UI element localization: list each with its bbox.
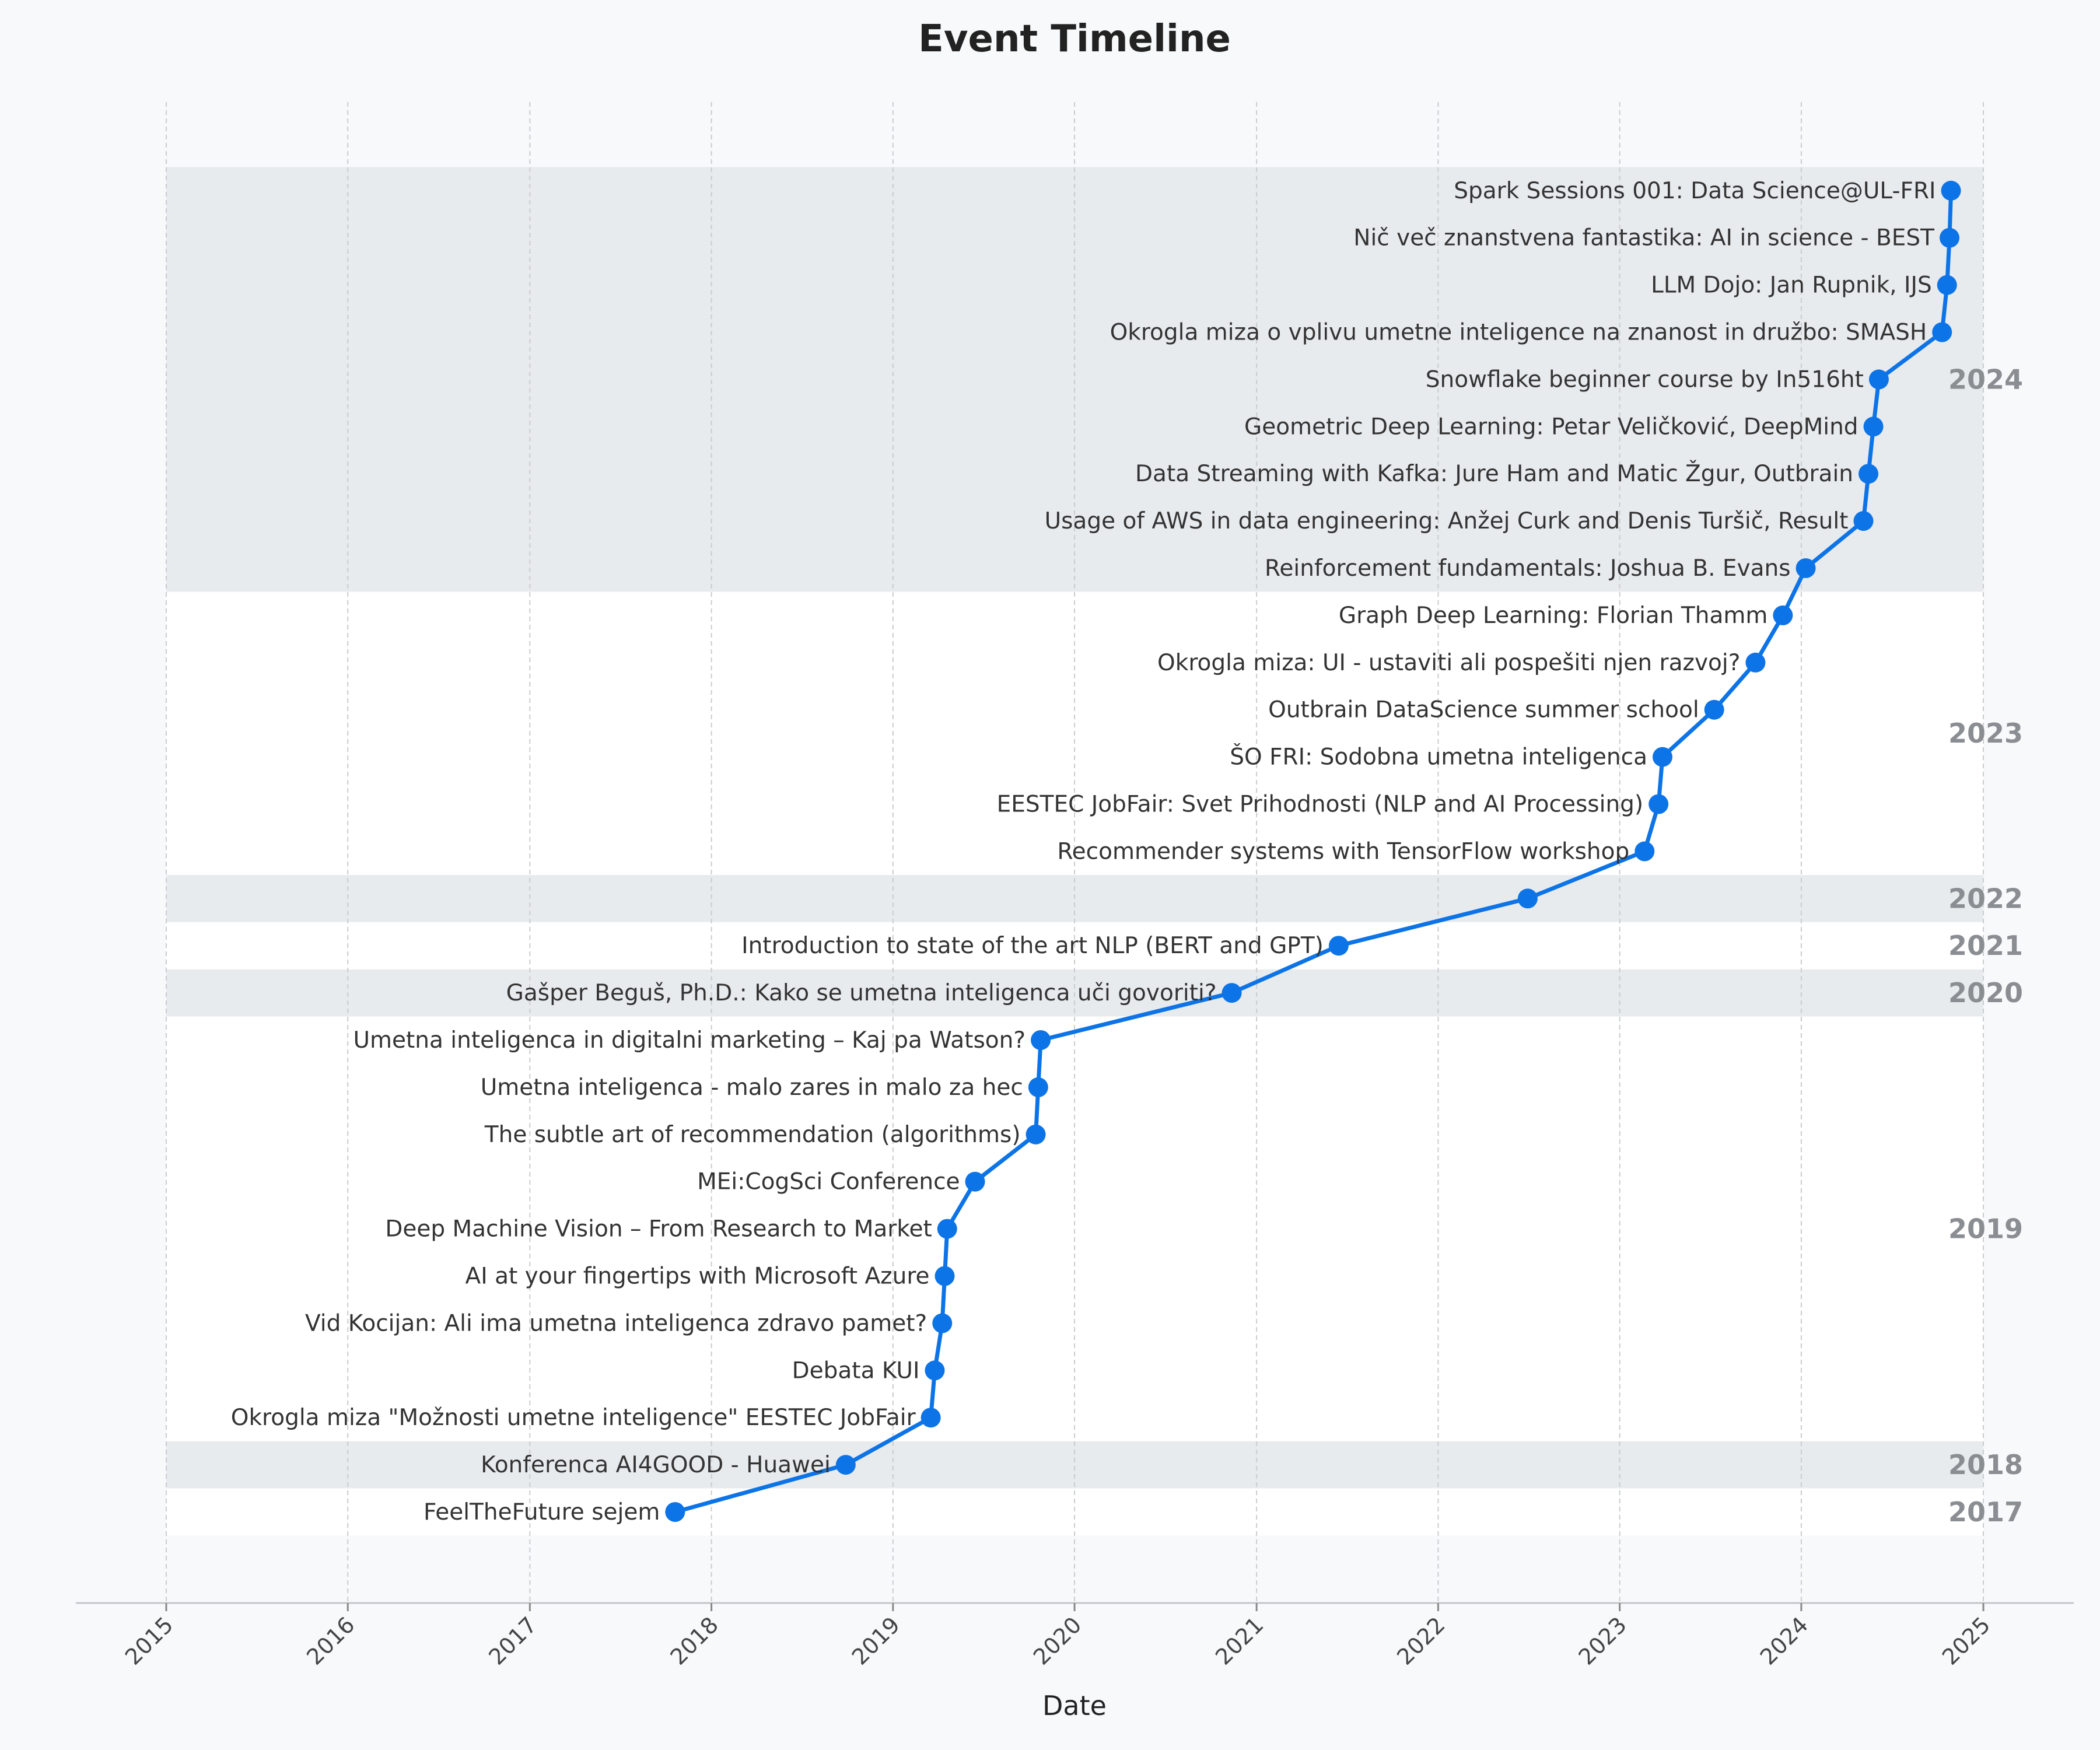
event-point	[1328, 936, 1349, 956]
year-band-2018	[166, 1441, 1983, 1489]
event-label: Outbrain DataScience summer school	[1268, 697, 1699, 723]
event-point	[835, 1455, 856, 1475]
event-label: Reinforcement fundamentals: Joshua B. Ev…	[1265, 555, 1791, 582]
event-label: Snowflake beginner course by In516ht	[1426, 366, 1864, 393]
event-point	[1652, 747, 1672, 767]
event-point	[1937, 275, 1957, 295]
event-label: Geometric Deep Learning: Petar Veličkovi…	[1244, 414, 1859, 440]
event-label: Okrogla miza: UI - ustaviti ali pospešit…	[1157, 650, 1740, 676]
event-label: Graph Deep Learning: Florian Thamm	[1339, 603, 1768, 629]
event-label: Usage of AWS in data engineering: Anžej …	[1045, 508, 1849, 534]
chart-title: Event Timeline	[918, 18, 1231, 61]
event-label: Introduction to state of the art NLP (BE…	[741, 933, 1324, 959]
event-point	[1026, 1124, 1046, 1144]
year-label-2018: 2018	[1948, 1449, 2023, 1480]
event-label: Spark Sessions 001: Data Science@UL-FRI	[1454, 178, 1936, 204]
event-label: The subtle art of recommendation (algori…	[484, 1122, 1021, 1148]
event-label: Data Streaming with Kafka: Jure Ham and …	[1135, 460, 1853, 487]
event-label: EESTEC JobFair: Svet Prihodnosti (NLP an…	[997, 792, 1644, 818]
year-label-2017: 2017	[1948, 1496, 2023, 1528]
grid	[166, 102, 1984, 1603]
year-label-2020: 2020	[1948, 977, 2023, 1009]
event-point	[1940, 228, 1960, 248]
event-point	[1745, 652, 1766, 673]
event-point	[1222, 983, 1242, 1003]
event-label: Vid Kocijan: Ali ima umetna inteligenca …	[305, 1310, 927, 1336]
event-point	[1773, 605, 1793, 625]
event-point	[1941, 180, 1961, 201]
event-point	[1704, 699, 1724, 720]
year-labels: 2017 2018 2019 2020 2021 2022 2023 2024	[1948, 363, 2023, 1528]
event-point	[932, 1313, 953, 1334]
event-labels: FeelTheFuture sejem Konferenca AI4GOOD - …	[231, 178, 1936, 1525]
event-label: Umetna inteligenca in digitalni marketin…	[353, 1027, 1026, 1054]
event-point	[1863, 416, 1884, 437]
year-label-2023: 2023	[1948, 718, 2023, 749]
year-label-2024: 2024	[1948, 363, 2023, 395]
event-point	[1859, 464, 1879, 484]
event-label: Gašper Beguš, Ph.D.: Kako se umetna inte…	[506, 980, 1217, 1006]
event-label: Recommender systems with TensorFlow work…	[1057, 838, 1629, 864]
year-label-2021: 2021	[1948, 930, 2023, 961]
event-point	[1796, 558, 1816, 578]
event-label: LLM Dojo: Jan Rupnik, IJS	[1651, 272, 1932, 299]
event-label: Konferenca AI4GOOD - Huawei	[481, 1452, 831, 1478]
event-label: Nič več znanstvena fantastika: AI in sci…	[1353, 225, 1934, 251]
event-point	[1648, 794, 1669, 814]
event-label: Debata KUI	[792, 1357, 920, 1384]
event-point	[937, 1219, 957, 1239]
x-axis-title: Date	[1042, 1690, 1107, 1721]
event-label: ŠO FRI: Sodobna umetna inteligenca	[1230, 743, 1647, 771]
event-point	[1028, 1077, 1048, 1097]
event-point	[935, 1266, 955, 1286]
event-point	[965, 1171, 985, 1192]
event-point	[921, 1408, 941, 1428]
event-point	[1031, 1030, 1051, 1050]
event-point	[1868, 369, 1889, 390]
event-point	[925, 1360, 945, 1381]
event-point	[665, 1502, 685, 1522]
year-label-2022: 2022	[1948, 883, 2023, 914]
event-label: Deep Machine Vision – From Research to M…	[385, 1216, 932, 1242]
event-label: Okrogla miza "Možnosti umetne inteligenc…	[231, 1405, 916, 1431]
event-point	[1853, 511, 1874, 531]
event-point	[1517, 888, 1538, 909]
event-label: MEi:CogSci Conference	[697, 1169, 960, 1195]
series	[665, 180, 1961, 1522]
event-point	[1634, 841, 1655, 862]
event-label: FeelTheFuture sejem	[424, 1499, 660, 1525]
event-label: AI at your fingertips with Microsoft Azu…	[466, 1264, 930, 1290]
event-point	[1932, 322, 1952, 342]
year-label-2019: 2019	[1948, 1213, 2023, 1245]
event-label: Umetna inteligenca - malo zares in malo …	[481, 1074, 1023, 1101]
event-label: Okrogla miza o vplivu umetne inteligence…	[1110, 320, 1927, 346]
